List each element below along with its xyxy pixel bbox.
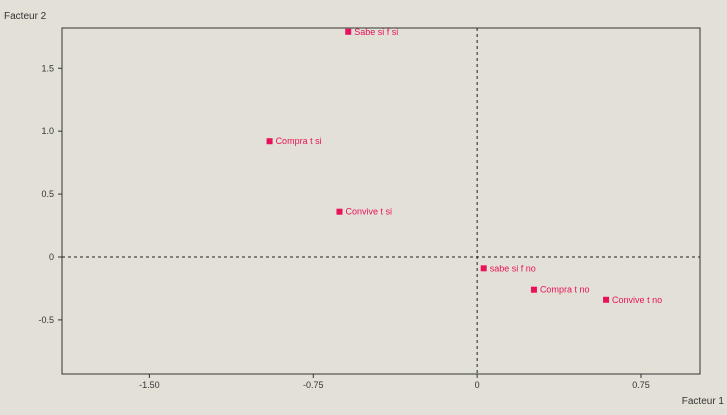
y-tick-label: 0.5 (41, 189, 54, 199)
x-tick-label: 0.75 (632, 380, 650, 390)
data-point-label: Sabe si f si (354, 27, 398, 37)
data-point (266, 138, 273, 145)
data-point-label: Convive t no (612, 295, 662, 305)
data-point (603, 296, 610, 303)
data-point-label: Compra t si (276, 136, 322, 146)
y-tick-label: 1.0 (41, 126, 54, 136)
y-tick-label: 0 (49, 252, 54, 262)
x-tick-label: -0.75 (303, 380, 324, 390)
plot-frame (61, 27, 701, 375)
data-point (530, 286, 537, 293)
data-point (336, 208, 343, 215)
y-tick-label: -0.5 (38, 315, 54, 325)
y-axis-title: Facteur 2 (4, 11, 47, 22)
x-tick-label: -1.50 (139, 380, 160, 390)
data-point (480, 265, 487, 272)
y-tick-label: 1.5 (41, 63, 54, 73)
data-point-label: Compra t no (540, 285, 590, 295)
data-point-label: sabe si f no (490, 263, 536, 273)
x-tick-label: 0 (475, 380, 480, 390)
x-axis-title: Facteur 1 (682, 396, 725, 407)
data-point (345, 28, 352, 35)
data-point-label: Convive t si (345, 207, 392, 217)
